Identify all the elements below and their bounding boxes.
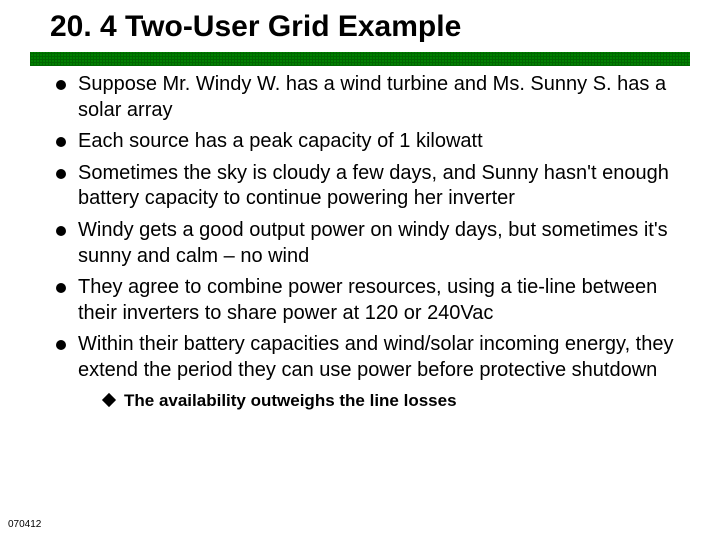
bullet-text: Suppose Mr. Windy W. has a wind turbine … xyxy=(78,72,684,123)
bullet-marker-icon xyxy=(56,226,66,236)
bullet-marker-icon xyxy=(56,80,66,90)
sub-list-item: The availability outweighs the line loss… xyxy=(104,390,684,411)
list-item: They agree to combine power resources, u… xyxy=(56,275,684,326)
list-item: Each source has a peak capacity of 1 kil… xyxy=(56,129,684,155)
title-underline xyxy=(30,52,690,66)
bullet-marker-icon xyxy=(56,283,66,293)
bullet-text: Sometimes the sky is cloudy a few days, … xyxy=(78,161,684,212)
bullet-marker-icon xyxy=(56,169,66,179)
footer-date: 070412 xyxy=(8,519,41,530)
list-item: Windy gets a good output power on windy … xyxy=(56,218,684,269)
slide: 20. 4 Two-User Grid Example Suppose Mr. … xyxy=(0,0,720,540)
list-item: Suppose Mr. Windy W. has a wind turbine … xyxy=(56,72,684,123)
sub-bullet-marker-icon xyxy=(102,392,116,406)
list-item: Within their battery capacities and wind… xyxy=(56,332,684,383)
bullet-text: Windy gets a good output power on windy … xyxy=(78,218,684,269)
bullet-text: Within their battery capacities and wind… xyxy=(78,332,684,383)
list-item: Sometimes the sky is cloudy a few days, … xyxy=(56,161,684,212)
sub-bullet-text: The availability outweighs the line loss… xyxy=(124,390,457,411)
slide-title: 20. 4 Two-User Grid Example xyxy=(50,10,680,44)
bullet-text: Each source has a peak capacity of 1 kil… xyxy=(78,129,483,155)
bullet-marker-icon xyxy=(56,340,66,350)
bullet-marker-icon xyxy=(56,137,66,147)
bullet-text: They agree to combine power resources, u… xyxy=(78,275,684,326)
bullet-list: Suppose Mr. Windy W. has a wind turbine … xyxy=(56,72,684,415)
sub-bullet-list: The availability outweighs the line loss… xyxy=(104,390,684,411)
